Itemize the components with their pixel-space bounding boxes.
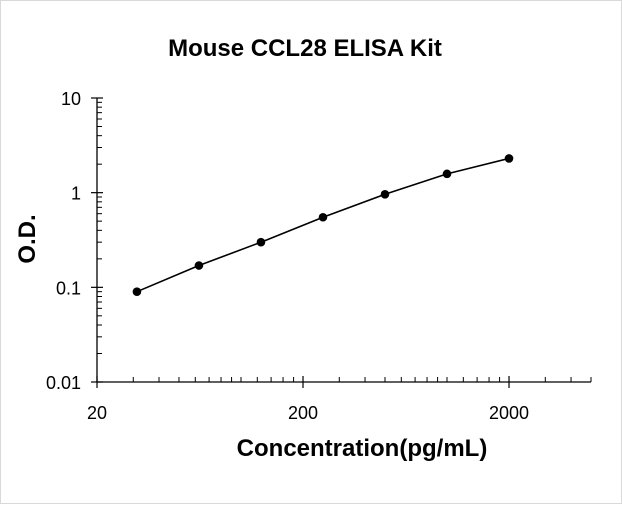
y-tick-label: 10 [61,89,81,109]
series-layer [132,154,514,296]
x-tick-label: 20 [87,403,107,423]
data-point [380,190,390,199]
axes [91,97,592,388]
y-tick-label: 0.1 [56,278,81,298]
tick-labels: 10 1 0.1 0.01 20 200 2000 [46,89,529,423]
y-axis-title: O.D. [14,214,41,263]
data-point [132,287,142,296]
standard-curve-line [136,157,510,293]
data-point [256,237,266,247]
data-point [318,212,328,222]
data-point [504,154,514,163]
data-point [194,261,204,270]
x-tick-label: 2000 [489,403,529,423]
y-tick-label: 1 [71,184,81,204]
x-tick-label: 200 [288,403,318,423]
x-axis-title: Concentration(pg/mL) [237,435,488,462]
y-tick-label: 0.01 [46,373,81,393]
chart-title: Mouse CCL28 ELISA Kit [168,35,442,62]
data-point [442,169,452,179]
